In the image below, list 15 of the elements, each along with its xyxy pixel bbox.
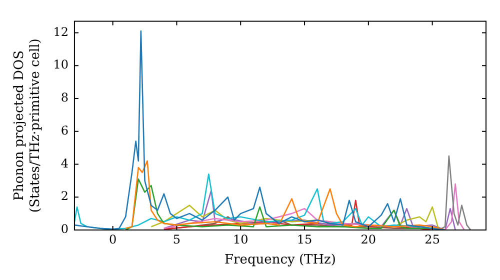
x-axis-title: Frequency (THz) xyxy=(224,252,336,268)
x-tick-label: 5 xyxy=(172,232,181,246)
y-tick-label: 4 xyxy=(60,156,69,170)
y-tick-label: 10 xyxy=(53,58,68,72)
x-tick-label: 0 xyxy=(108,232,117,246)
x-tick-label: 25 xyxy=(424,232,440,246)
y-axis-title: Phonon projected DOS (States/THz·primitive cell) xyxy=(12,38,43,213)
y-tick-label: 0 xyxy=(60,222,68,236)
y-tick-label: 8 xyxy=(60,90,68,105)
y-tick-label: 2 xyxy=(60,189,68,204)
x-tick-label: 10 xyxy=(232,232,248,246)
y-tick-label: 6 xyxy=(60,123,68,138)
x-tick-label: 20 xyxy=(360,232,376,246)
x-tick-label: 15 xyxy=(296,232,312,246)
y-tick-label: 12 xyxy=(53,24,68,39)
